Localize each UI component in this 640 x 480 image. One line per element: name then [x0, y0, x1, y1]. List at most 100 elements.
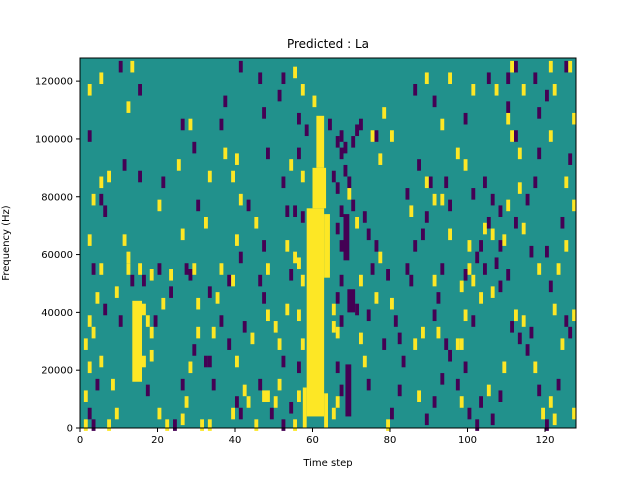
heatmap-cell	[362, 211, 367, 223]
heatmap-cell	[359, 274, 363, 287]
heatmap-cell	[277, 89, 282, 102]
heatmap-cell	[471, 188, 476, 200]
heatmap-cell	[254, 216, 259, 229]
heatmap-cell	[572, 112, 576, 125]
heatmap-cell	[339, 315, 344, 327]
heatmap-cell	[95, 292, 100, 304]
heatmap-cell	[533, 361, 538, 374]
heatmap-cell	[297, 309, 301, 322]
heatmap-cell	[91, 419, 96, 431]
heatmap-cell	[374, 240, 379, 252]
heatmap-cell	[300, 338, 305, 350]
heatmap-band	[324, 393, 328, 428]
heatmap-cell	[246, 396, 251, 408]
heatmap-cell	[87, 315, 92, 327]
heatmap-cell	[343, 164, 348, 177]
heatmap-band	[312, 167, 327, 209]
heatmap-band	[132, 300, 142, 382]
heatmap-cell	[514, 60, 518, 73]
heatmap-cell	[390, 407, 394, 420]
heatmap-cell	[537, 147, 542, 160]
heatmap-cell	[297, 112, 301, 125]
heatmap-cell	[390, 297, 394, 310]
heatmap-cell	[490, 286, 495, 298]
heatmap-cell	[506, 72, 511, 85]
heatmap-cell	[83, 419, 88, 431]
plot-frame	[79, 57, 577, 429]
heatmap-cell	[510, 130, 514, 142]
heatmap-cell	[455, 378, 460, 391]
heatmap-cell	[204, 355, 208, 368]
heatmap-cell	[219, 263, 224, 275]
heatmap-cell	[362, 355, 367, 368]
heatmap-cell	[475, 251, 480, 264]
heatmap-cell	[537, 384, 542, 397]
heatmap-cell	[142, 274, 146, 287]
heatmap-cell	[196, 199, 201, 212]
heatmap-cell	[514, 216, 518, 229]
heatmap-cell	[343, 141, 348, 154]
heatmap-cell	[397, 384, 402, 397]
heatmap-cell	[204, 216, 208, 229]
heatmap-cell	[99, 263, 104, 275]
heatmap-cell	[572, 199, 576, 212]
heatmap-cell	[227, 274, 232, 287]
heatmap-cell	[471, 84, 476, 96]
heatmap-cell	[455, 338, 460, 350]
heatmap-cell	[153, 315, 158, 327]
y-tick-label: 0	[67, 424, 73, 435]
heatmap-cell	[149, 269, 154, 281]
heatmap-cell	[424, 72, 429, 85]
heatmap-cell	[448, 199, 452, 212]
heatmap-cell	[440, 193, 445, 206]
heatmap-cell	[568, 153, 573, 165]
heatmap-cell	[142, 303, 146, 316]
heatmap-cell	[262, 390, 266, 402]
heatmap-cell	[184, 263, 189, 275]
heatmap-cell	[165, 419, 170, 431]
heatmap-band	[316, 115, 325, 168]
heatmap-cell	[378, 153, 383, 165]
heatmap-cell	[335, 326, 340, 339]
heatmap-cell	[498, 280, 503, 293]
heatmap-cell	[351, 136, 356, 148]
heatmap-bands	[132, 115, 356, 428]
heatmap-cell	[409, 274, 414, 287]
heatmap-cell	[111, 378, 115, 391]
heatmap-cell	[293, 251, 297, 264]
heatmap-cell	[339, 205, 344, 217]
heatmap-cell	[169, 269, 173, 281]
heatmap-cell	[463, 112, 468, 125]
heatmap-cell	[293, 66, 297, 79]
heatmap-cell	[552, 84, 557, 96]
heatmap-cell	[126, 263, 131, 275]
heatmap-cell	[405, 263, 410, 275]
heatmap-cell	[506, 199, 511, 212]
x-tick-label: 60	[306, 435, 319, 446]
heatmap-cell	[300, 211, 305, 223]
heatmap-cell	[436, 326, 441, 339]
heatmap-cell	[335, 182, 340, 194]
x-tick-label: 80	[384, 435, 397, 446]
heatmap-cell	[514, 309, 518, 322]
heatmap-cell	[440, 118, 445, 131]
heatmap-cell	[359, 332, 363, 345]
heatmap-cell	[479, 396, 483, 408]
heatmap-cell	[238, 193, 243, 206]
heatmap-cell	[545, 245, 549, 258]
heatmap-cell	[556, 263, 561, 275]
heatmap-cell	[494, 84, 499, 96]
heatmap-cell	[355, 216, 359, 229]
heatmap-cell	[87, 84, 92, 96]
heatmap-cell	[471, 315, 476, 327]
heatmap-cell	[366, 228, 371, 241]
heatmap-cell	[339, 274, 344, 287]
heatmap-cell	[180, 378, 185, 391]
heatmap-cell	[467, 407, 472, 420]
heatmap-cell	[157, 263, 162, 275]
heatmap-cell	[432, 396, 437, 408]
heatmap-cell	[498, 390, 503, 402]
heatmap-cell	[87, 130, 92, 142]
heatmap-cell	[486, 216, 491, 229]
